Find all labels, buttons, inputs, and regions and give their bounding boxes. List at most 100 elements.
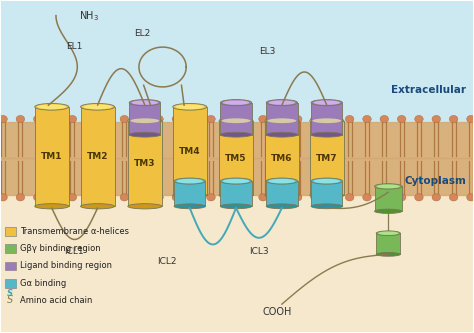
Ellipse shape [380,116,389,123]
Ellipse shape [81,204,115,209]
Text: Ligand binding region: Ligand binding region [19,261,111,270]
Ellipse shape [0,194,7,201]
Ellipse shape [223,101,249,105]
Bar [35,107,69,206]
Ellipse shape [311,132,342,137]
Text: ICL3: ICL3 [249,247,269,256]
Ellipse shape [224,116,233,123]
Ellipse shape [174,178,205,184]
Bar [374,186,402,211]
Text: ICL2: ICL2 [157,257,177,266]
Text: Transmembrane α-helices: Transmembrane α-helices [19,227,128,236]
Ellipse shape [221,118,251,123]
Bar [219,121,253,195]
Ellipse shape [449,194,458,201]
Ellipse shape [129,100,161,106]
Ellipse shape [220,100,252,106]
Ellipse shape [346,194,354,201]
Text: EL2: EL2 [134,29,151,38]
Bar [310,121,344,195]
Ellipse shape [346,116,354,123]
Ellipse shape [51,116,59,123]
Ellipse shape [81,104,115,110]
Bar [0,122,474,332]
Ellipse shape [311,194,319,201]
Ellipse shape [311,204,342,209]
Ellipse shape [311,100,342,106]
Ellipse shape [397,194,406,201]
Ellipse shape [120,116,128,123]
Ellipse shape [276,194,284,201]
Ellipse shape [467,116,474,123]
Text: TM2: TM2 [87,152,109,161]
Bar [173,107,207,195]
Ellipse shape [328,116,337,123]
Ellipse shape [266,100,298,106]
Bar [5,262,16,270]
Bar [311,103,342,135]
Text: Gα binding: Gα binding [19,279,66,288]
Bar [265,121,299,195]
Text: NH$_3$: NH$_3$ [79,9,99,23]
Bar [0,158,474,195]
Ellipse shape [397,116,406,123]
Ellipse shape [269,179,295,183]
Ellipse shape [137,116,146,123]
Ellipse shape [129,132,161,137]
Bar [5,279,16,287]
Ellipse shape [175,105,204,109]
Ellipse shape [378,231,399,235]
Ellipse shape [128,204,162,209]
Ellipse shape [293,194,302,201]
Ellipse shape [83,105,112,109]
Ellipse shape [415,116,423,123]
Ellipse shape [34,116,42,123]
Ellipse shape [313,179,340,183]
Ellipse shape [276,116,284,123]
Bar [129,103,161,135]
Ellipse shape [415,194,423,201]
Ellipse shape [310,193,344,198]
Ellipse shape [449,116,458,123]
Ellipse shape [241,116,250,123]
Ellipse shape [103,194,111,201]
Ellipse shape [312,118,341,123]
Ellipse shape [37,105,66,109]
Ellipse shape [432,116,440,123]
Ellipse shape [219,118,253,124]
Ellipse shape [68,194,77,201]
Ellipse shape [155,116,163,123]
Ellipse shape [374,209,402,213]
Ellipse shape [51,194,59,201]
Bar [5,244,16,253]
Ellipse shape [207,194,215,201]
Ellipse shape [223,179,249,183]
Ellipse shape [467,194,474,201]
Ellipse shape [376,184,400,188]
Ellipse shape [34,194,42,201]
Ellipse shape [259,194,267,201]
Ellipse shape [173,193,207,198]
Ellipse shape [265,193,299,198]
Ellipse shape [220,178,252,184]
Text: EL3: EL3 [260,47,276,56]
Ellipse shape [374,184,402,189]
Bar [220,103,252,135]
Ellipse shape [376,252,401,256]
Bar [81,107,115,206]
Ellipse shape [35,104,69,110]
Ellipse shape [130,118,159,123]
Text: TM5: TM5 [225,154,247,163]
Bar [266,181,298,206]
Ellipse shape [207,116,215,123]
Text: EL1: EL1 [66,42,82,51]
Ellipse shape [311,178,342,184]
Bar [5,227,16,236]
Ellipse shape [265,118,299,124]
Text: TM7: TM7 [316,154,337,163]
Ellipse shape [224,194,233,201]
Ellipse shape [328,194,337,201]
Bar [128,121,162,206]
Ellipse shape [363,116,371,123]
Ellipse shape [68,116,77,123]
